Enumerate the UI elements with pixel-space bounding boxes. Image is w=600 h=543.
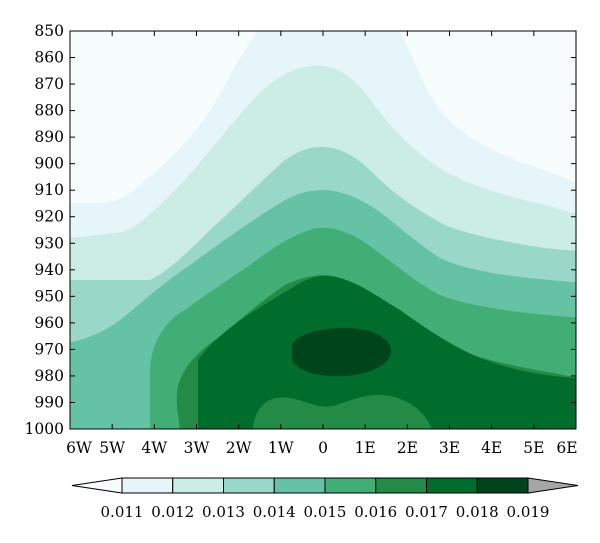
y-tick-label: 930 [34,234,64,252]
colorbar-label: 0.014 [253,503,296,521]
y-tick-label: 920 [34,208,64,226]
y-tick-label: 910 [34,181,64,199]
y-tick-label: 900 [34,155,64,173]
colorbar-label: 0.019 [507,503,550,521]
y-tick-label: 980 [34,367,64,385]
x-axis: 6W 5W 4W 3W 2W 1W 0 1E 2E 3E 4E 5E 6E [66,31,578,457]
y-tick-label: 990 [34,393,64,411]
y-tick-label: 940 [34,261,64,279]
x-tick-label: 1E [355,439,376,457]
x-tick-label: 0 [318,439,328,457]
colorbar-swatch [324,477,377,494]
contour-fill-group [70,31,576,429]
colorbar-swatch [273,477,326,494]
colorbar-swatch [121,477,174,494]
colorbar-label: 0.017 [405,503,448,521]
contour-band-0017-pocket [340,412,398,429]
y-tick-label: 950 [34,287,64,305]
colorbar-label: 0.015 [304,503,347,521]
x-tick-label: 5E [523,439,544,457]
colorbar-label: 0.013 [202,503,245,521]
x-tick-label: 3W [184,439,210,457]
colorbar-extend-low [71,477,123,494]
y-tick-label: 960 [34,314,64,332]
colorbar: 0.011 0.012 0.013 0.014 0.015 0.016 0.017 0.018… [71,477,579,521]
x-tick-label: 4W [141,439,167,457]
colorbar-extend-high [527,477,579,494]
y-tick-label: 860 [34,49,64,67]
colorbar-label: 0.016 [354,503,397,521]
y-tick-label: 890 [34,128,64,146]
colorbar-swatch [426,477,478,494]
y-axis: 850 860 870 880 890 900 910 920 930 940 950 960 970 9… [25,22,576,438]
y-tick-label: 870 [34,75,64,93]
x-tick-label: 6E [556,439,577,457]
x-tick-label: 4E [481,439,502,457]
colorbar-label: 0.012 [151,503,194,521]
x-tick-label: 5W [99,439,125,457]
y-tick-label: 880 [34,102,64,120]
x-tick-label: 2E [397,439,418,457]
colorbar-swatch [375,477,427,494]
y-tick-label: 1000 [25,420,64,438]
colorbar-swatch [476,477,529,494]
y-tick-label: 850 [34,22,64,40]
contour-band-0019 [292,328,392,377]
x-tick-label: 3E [439,439,460,457]
contour-band-0018-notch [218,416,230,429]
x-tick-label: 2W [226,439,252,457]
x-tick-label: 6W [66,439,92,457]
y-tick-label: 970 [34,340,64,358]
x-tick-label: 1W [268,439,294,457]
colorbar-label: 0.011 [101,503,144,521]
colorbar-swatch [172,477,224,494]
colorbar-label: 0.018 [456,503,499,521]
colorbar-swatch [223,477,275,494]
